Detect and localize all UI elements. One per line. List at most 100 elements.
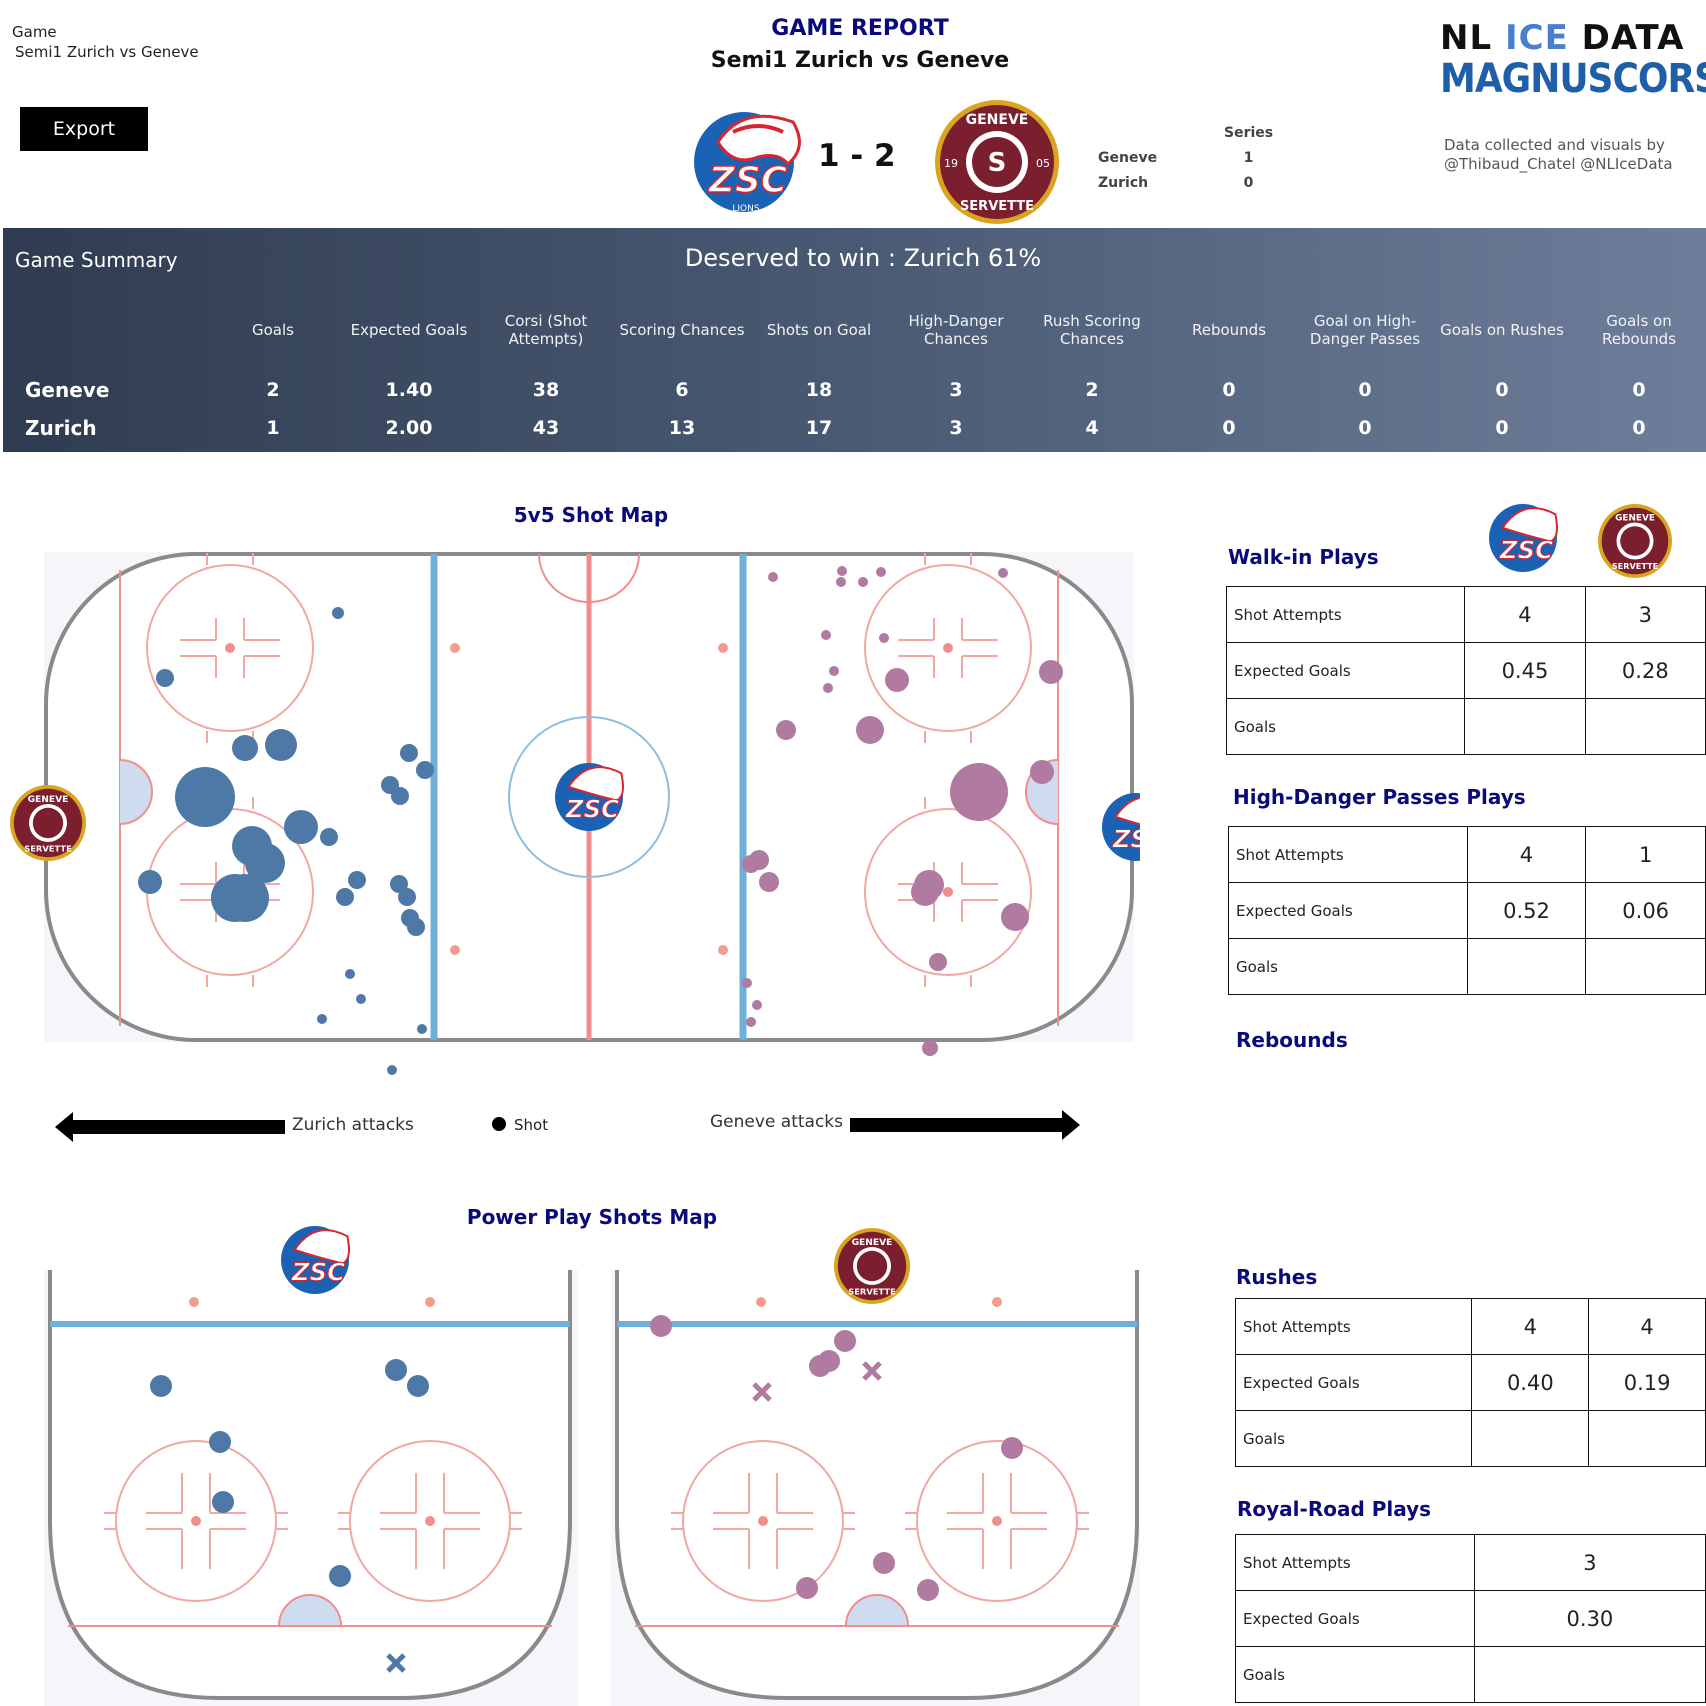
series-wins: 0: [1243, 174, 1254, 191]
play-table-row: Expected Goals 0.45 0.28: [1225, 642, 1706, 699]
zurich-shot: [400, 744, 418, 762]
geneve-shot: [876, 567, 886, 577]
geneve-shot: [746, 1017, 756, 1027]
play-table: Shot Attempts 4 4 Expected Goals 0.40 0.19 Goa…: [1234, 1298, 1706, 1467]
zurich-pp-goal-icon: [386, 1653, 406, 1673]
play-table: Shot Attempts 4 1 Expected Goals 0.52 0.06 Goa…: [1228, 826, 1706, 995]
play-table-value: 0.45: [1464, 642, 1586, 699]
play-table-label: Shot Attempts: [1235, 1534, 1475, 1591]
zurich-shot: [336, 888, 354, 906]
play-table-row: Expected Goals 0.40 0.19: [1234, 1354, 1706, 1411]
zurich-shot: [232, 735, 258, 761]
geneve-shot: [776, 720, 796, 740]
play-table-value: 0.40: [1471, 1354, 1590, 1411]
geneve-pp-shot: [834, 1330, 856, 1352]
geneve-shot: [885, 668, 909, 692]
geneve-shot: [922, 1040, 938, 1056]
zsc-logo-text: ZSC: [708, 160, 788, 201]
summary-col-header: Shots on Goal: [766, 321, 872, 339]
geneve-shot: [829, 666, 839, 676]
summary-col-header: Rebounds: [1191, 321, 1267, 339]
shot-map-5v5: ZSC GENEVE SERVETTE ZSC: [10, 552, 1140, 1075]
export-button[interactable]: Export: [20, 107, 148, 151]
magnuscorsi-logo: MAGNUSCORSI: [1440, 56, 1706, 102]
play-table-label: Expected Goals: [1234, 1354, 1473, 1411]
play-table-row: Goals: [1234, 1410, 1706, 1467]
play-table-value: 0.52: [1466, 882, 1587, 939]
game-filter-value[interactable]: Semi1 Zurich vs Geneve: [15, 43, 199, 61]
play-table-row: Goals: [1225, 698, 1706, 755]
play-table-value: 1: [1585, 826, 1706, 883]
play-table-value: 4: [1588, 1298, 1706, 1355]
geneve-servette-logo: GENEVE SERVETTE: [10, 785, 86, 861]
play-table-label: Goals: [1234, 1410, 1473, 1467]
play-table-row: Shot Attempts 4 4: [1234, 1298, 1706, 1355]
play-table-value: 4: [1471, 1298, 1590, 1355]
geneve-shot: [1030, 760, 1054, 784]
summary-col-header: Rush Scoring Chances: [1043, 312, 1141, 348]
zurich-shot: [348, 871, 366, 889]
summary-cell: 0: [1358, 417, 1372, 439]
power-play-shot-map: ZSC GENEVE SERVETTE: [44, 1226, 1140, 1706]
geneve-pp-shot: [1001, 1437, 1023, 1459]
summary-cell: 0: [1222, 417, 1236, 439]
play-table-value: 0.19: [1588, 1354, 1706, 1411]
summary-cell: 18: [805, 379, 833, 401]
summary-col-header: Expected Goals: [350, 321, 468, 339]
geneve-logo-top: GENEVE: [966, 112, 1029, 128]
geneve-pp-shot: [917, 1579, 939, 1601]
geneve-logo-left: 19: [944, 157, 958, 170]
summary-cell: 2: [266, 379, 280, 401]
svg-text:SERVETTE: SERVETTE: [1612, 561, 1658, 571]
play-table-value: 4: [1466, 826, 1587, 883]
geneve-shot: [759, 872, 779, 892]
summary-cell: 6: [675, 379, 689, 401]
play-table-value: [1588, 1410, 1706, 1467]
powerplay-title: Power Play Shots Map: [466, 1205, 718, 1229]
svg-text:GENEVE: GENEVE: [1615, 514, 1655, 524]
svg-text:GENEVE: GENEVE: [852, 1238, 893, 1248]
series-table: Series Geneve 1 Zurich 0: [1090, 120, 1281, 195]
geneve-shot: [837, 566, 847, 576]
play-table-value: [1464, 698, 1586, 755]
zurich-shot: [156, 669, 174, 687]
series-title: Series: [1224, 124, 1274, 141]
geneve-pp-shot: [796, 1577, 818, 1599]
summary-cell: 17: [805, 417, 833, 439]
play-table-label: Expected Goals: [1235, 1590, 1475, 1647]
play-table-label: Shot Attempts: [1228, 826, 1468, 883]
play-table-value: 3: [1473, 1534, 1706, 1591]
report-subtitle: Semi1 Zurich vs Geneve: [710, 48, 1010, 73]
game-filter-label: Game: [12, 23, 57, 41]
series-wins: 1: [1243, 149, 1254, 166]
zurich-shot: [345, 969, 355, 979]
summary-team-name: Zurich: [25, 416, 97, 440]
play-table-row: Shot Attempts 3: [1235, 1534, 1706, 1591]
summary-cell: 0: [1632, 417, 1646, 439]
play-table-value: [1473, 1646, 1706, 1703]
zurich-pp-shot: [329, 1565, 351, 1587]
play-table-label: Expected Goals: [1228, 882, 1468, 939]
play-table-title: Rushes: [1236, 1265, 1318, 1289]
zurich-pp-shot: [385, 1359, 407, 1381]
zurich-shot: [320, 828, 338, 846]
summary-col-header: Goals on Rushes: [1440, 321, 1564, 339]
play-table-label: Goals: [1225, 698, 1466, 755]
geneve-shot: [950, 763, 1008, 821]
deserved-to-win: Deserved to win : Zurich 61%: [684, 244, 1042, 272]
summary-col-header: High-Danger Chances: [908, 312, 1004, 348]
zurich-pp-shot: [150, 1375, 172, 1397]
svg-text:S: S: [988, 148, 1007, 178]
geneve-shot: [768, 572, 778, 582]
geneve-shot: [929, 953, 947, 971]
play-table-value: 3: [1584, 586, 1706, 643]
play-table-title: Walk-in Plays: [1228, 545, 1379, 569]
summary-col-header: Goals: [252, 321, 294, 339]
geneve-servette-logo: GENEVE SERVETTE: [834, 1228, 910, 1304]
svg-text:ZSC: ZSC: [291, 1257, 345, 1286]
game-filter[interactable]: Game Semi1 Zurich vs Geneve: [12, 22, 199, 62]
zurich-attacks-label: Zurich attacks: [292, 1115, 414, 1135]
zurich-shot: [417, 1024, 427, 1034]
play-table-title: Rebounds: [1236, 1028, 1348, 1052]
zsc-lions-logo: ZSC: [555, 763, 624, 831]
